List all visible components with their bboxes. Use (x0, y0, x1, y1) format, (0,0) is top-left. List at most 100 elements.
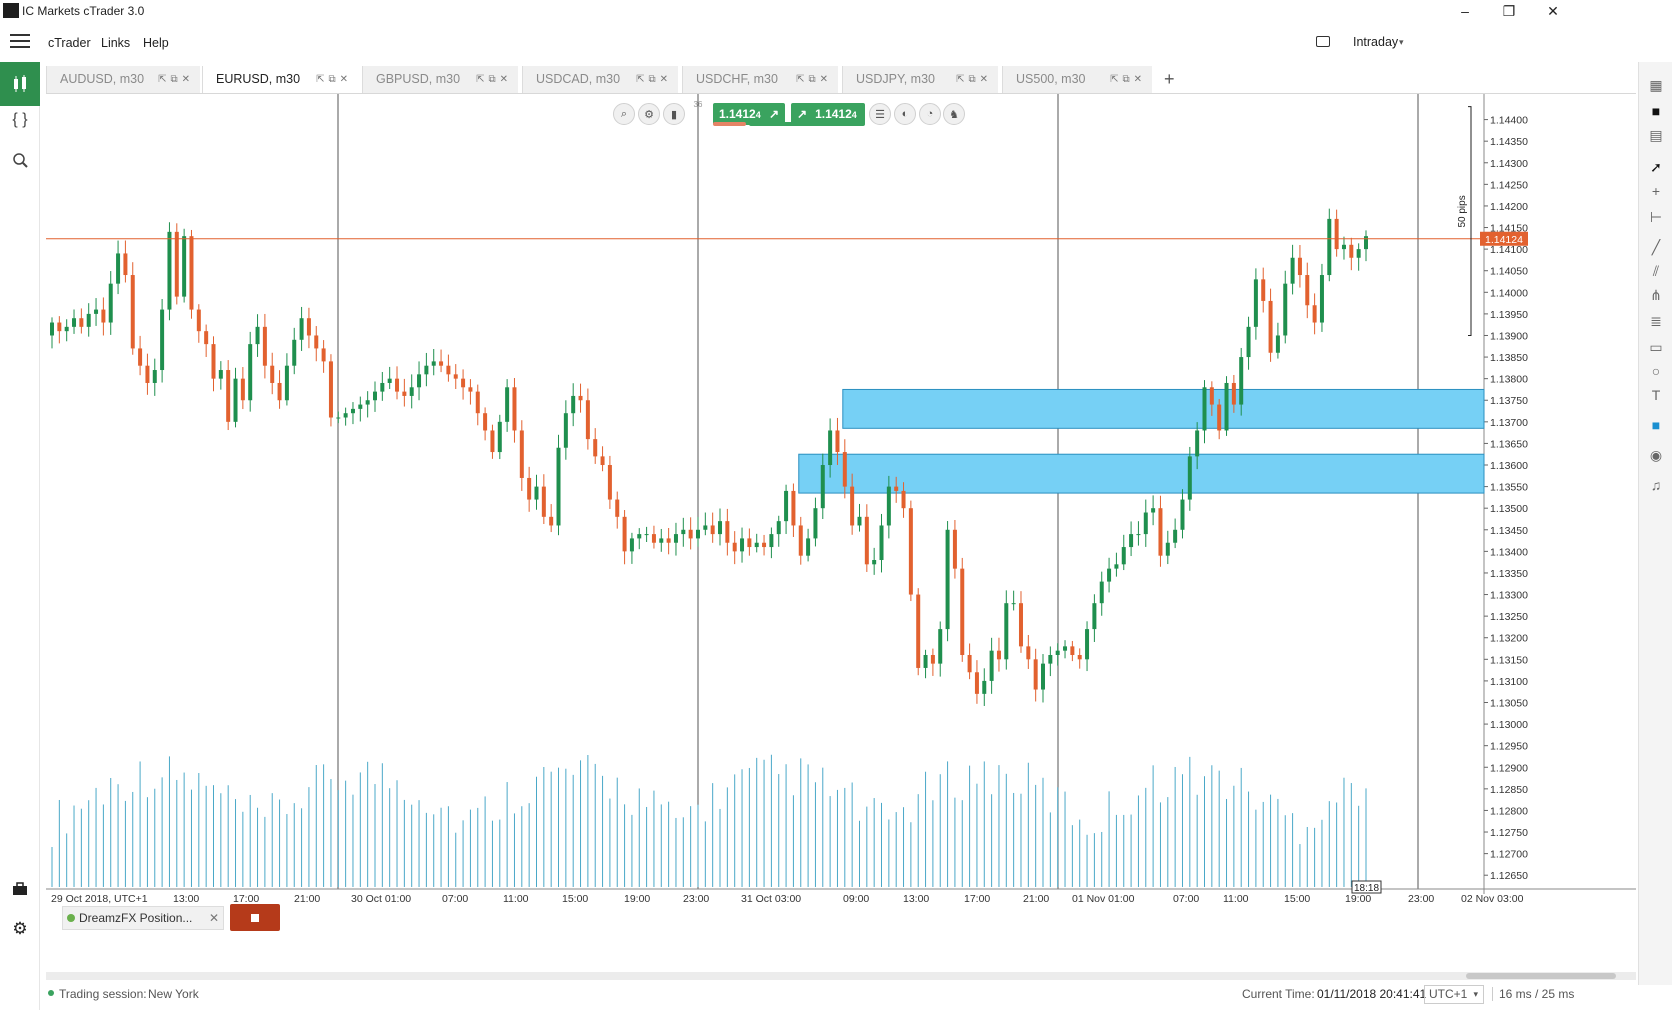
candle-body (1275, 335, 1280, 353)
candle-body (50, 322, 54, 336)
session-label: Trading session: (59, 987, 147, 1001)
candle-body (593, 439, 598, 457)
timezone-select[interactable]: UTC+1 ▾ (1424, 985, 1484, 1004)
pitchfork-icon[interactable]: ⋔ (1650, 286, 1662, 303)
close-icon[interactable]: ✕ (208, 911, 219, 925)
close-window-button[interactable]: ✕ (1547, 3, 1559, 19)
tab-actions-icon[interactable]: ⇱⧉✕ (956, 74, 992, 85)
candle-body (233, 378, 238, 422)
menu-links[interactable]: Links (101, 36, 131, 50)
copy-analytics-icon[interactable] (0, 138, 40, 182)
chart-area[interactable]: 1.14400 1.14350 1.14300 1.14250 1.14200 1.141… (46, 93, 1636, 980)
workspace-selector[interactable]: Intraday (1353, 35, 1399, 49)
tab-actions-icon[interactable]: ⇱⧉✕ (636, 74, 672, 85)
trade-nav-button[interactable] (0, 62, 40, 106)
layout-grid-icon[interactable]: ▦ (1649, 76, 1663, 93)
candle-body (1107, 568, 1112, 582)
tab-actions-icon[interactable]: ⇱⧉✕ (476, 74, 512, 85)
camera-icon[interactable]: ◉ (1649, 446, 1663, 463)
alert-bell-icon[interactable]: ♫ (1650, 477, 1662, 493)
tab-actions-icon[interactable]: ⇱⧉✕ (316, 74, 352, 85)
order-list-icon[interactable]: ☰ (869, 103, 891, 125)
tab-gbpusd[interactable]: GBPUSD, m30 ⇱⧉✕ (362, 66, 518, 93)
candle-body (1253, 279, 1258, 327)
candle-body (1143, 512, 1148, 535)
add-tab-button[interactable]: + (1164, 69, 1175, 89)
timezone-value: UTC+1 (1429, 987, 1468, 1001)
zoom-icon[interactable]: ⌕ (613, 103, 635, 125)
tab-actions-icon[interactable]: ⇱⧉✕ (158, 74, 194, 85)
indicator-icon[interactable]: ♞ (943, 103, 965, 125)
sentiment-icon[interactable]: ◐ (894, 103, 916, 125)
ruler-icon[interactable]: ⊢ (1649, 208, 1663, 225)
horizontal-scrollbar[interactable] (46, 972, 1636, 980)
pie-icon[interactable]: ◔ (919, 103, 941, 125)
candle-body (718, 521, 723, 535)
text-icon[interactable]: T (1651, 387, 1661, 403)
sell-button[interactable]: 1.14124 ↗ (713, 103, 785, 125)
candle-body (791, 490, 796, 526)
y-tick-label: 1.13200 (1490, 633, 1528, 645)
x-tick-label: 29 Oct 2018, UTC+1 (51, 893, 148, 905)
menu-help[interactable]: Help (143, 36, 169, 50)
candle-body (857, 516, 862, 526)
tab-usdchf[interactable]: USDCHF, m30 ⇱⧉✕ (682, 66, 838, 93)
tab-actions-icon[interactable]: ⇱⧉✕ (796, 74, 832, 85)
tab-us500[interactable]: US500, m30 ⇱⧉✕ (1002, 66, 1152, 93)
candle-body (534, 486, 539, 500)
candle-body (1283, 283, 1288, 336)
minimize-button[interactable]: – (1461, 3, 1469, 19)
fullscreen-icon[interactable] (1316, 36, 1330, 47)
candle-body (695, 529, 700, 539)
candlestick-chart[interactable]: 1.14400 1.14350 1.14300 1.14250 1.14200 1.141… (46, 94, 1636, 981)
fibonacci-icon[interactable]: ≣ (1650, 312, 1662, 329)
restore-button[interactable]: ❐ (1502, 3, 1516, 19)
settings-gear-icon[interactable]: ⚙ (12, 919, 28, 938)
candle-body (938, 629, 943, 664)
candle-body (1173, 529, 1178, 543)
candle-body (872, 560, 877, 565)
tab-actions-icon[interactable]: ⇱⧉✕ (1110, 74, 1146, 85)
tab-usdcad[interactable]: USDCAD, m30 ⇱⧉✕ (522, 66, 678, 93)
volume-lot-label[interactable]: 36 (693, 100, 703, 109)
briefcase-icon[interactable] (0, 867, 40, 911)
stop-bot-button[interactable] (230, 904, 280, 931)
chevron-down-icon[interactable]: ▾ (1399, 37, 1404, 47)
candle-body (1261, 279, 1266, 301)
multi-chart-icon[interactable]: ▤ (1649, 126, 1663, 143)
candle-body (358, 404, 363, 409)
main-menu-icon[interactable] (10, 34, 30, 48)
candle-body (1055, 650, 1060, 655)
cursor-icon[interactable]: ➚ (1650, 158, 1662, 175)
y-tick-label: 1.12700 (1490, 849, 1528, 861)
cbot-panel[interactable]: DreamzFX Position... ✕ (62, 906, 224, 930)
tab-eurusd[interactable]: EURUSD, m30 ⇱⧉✕ (202, 66, 358, 93)
ellipse-icon[interactable]: ○ (1651, 363, 1661, 379)
symbol-tabs: AUDUSD, m30 ⇱⧉✕ EURUSD, m30 ⇱⧉✕ GBPUSD, m30 ⇱… (46, 66, 1636, 93)
candle-body (189, 236, 194, 310)
pips-label: 50 pips (1457, 195, 1468, 227)
automate-icon[interactable]: { } (12, 111, 28, 128)
chart-type-icon[interactable]: ▮ (663, 103, 685, 125)
candle-body (468, 387, 473, 392)
tab-usdjpy[interactable]: USDJPY, m30 ⇱⧉✕ (842, 66, 998, 93)
menu-ctrader[interactable]: cTrader (48, 36, 91, 50)
candle-body (1327, 218, 1332, 276)
candle-body (218, 370, 223, 379)
single-chart-icon[interactable]: ■ (1651, 103, 1661, 119)
candle-body (1077, 654, 1082, 660)
rectangle-icon[interactable]: ▭ (1649, 338, 1663, 355)
crosshair-icon[interactable]: + (1651, 183, 1661, 199)
tab-audusd[interactable]: AUDUSD, m30 ⇱⧉✕ (46, 66, 200, 93)
y-tick-label: 1.13250 (1490, 611, 1528, 623)
candle-body (1268, 300, 1273, 353)
color-picker-icon[interactable]: ■ (1651, 417, 1661, 433)
scroll-thumb[interactable] (1466, 973, 1616, 979)
channel-icon[interactable]: ⫽ (1652, 262, 1660, 279)
candle-body (1180, 499, 1185, 530)
candle-body (879, 525, 884, 561)
chart-settings-icon[interactable]: ⚙ (638, 103, 660, 125)
trendline-icon[interactable]: ╱ (1651, 238, 1661, 255)
buy-button[interactable]: ↗ 1.14124 (791, 103, 865, 125)
candle-body (79, 318, 84, 327)
